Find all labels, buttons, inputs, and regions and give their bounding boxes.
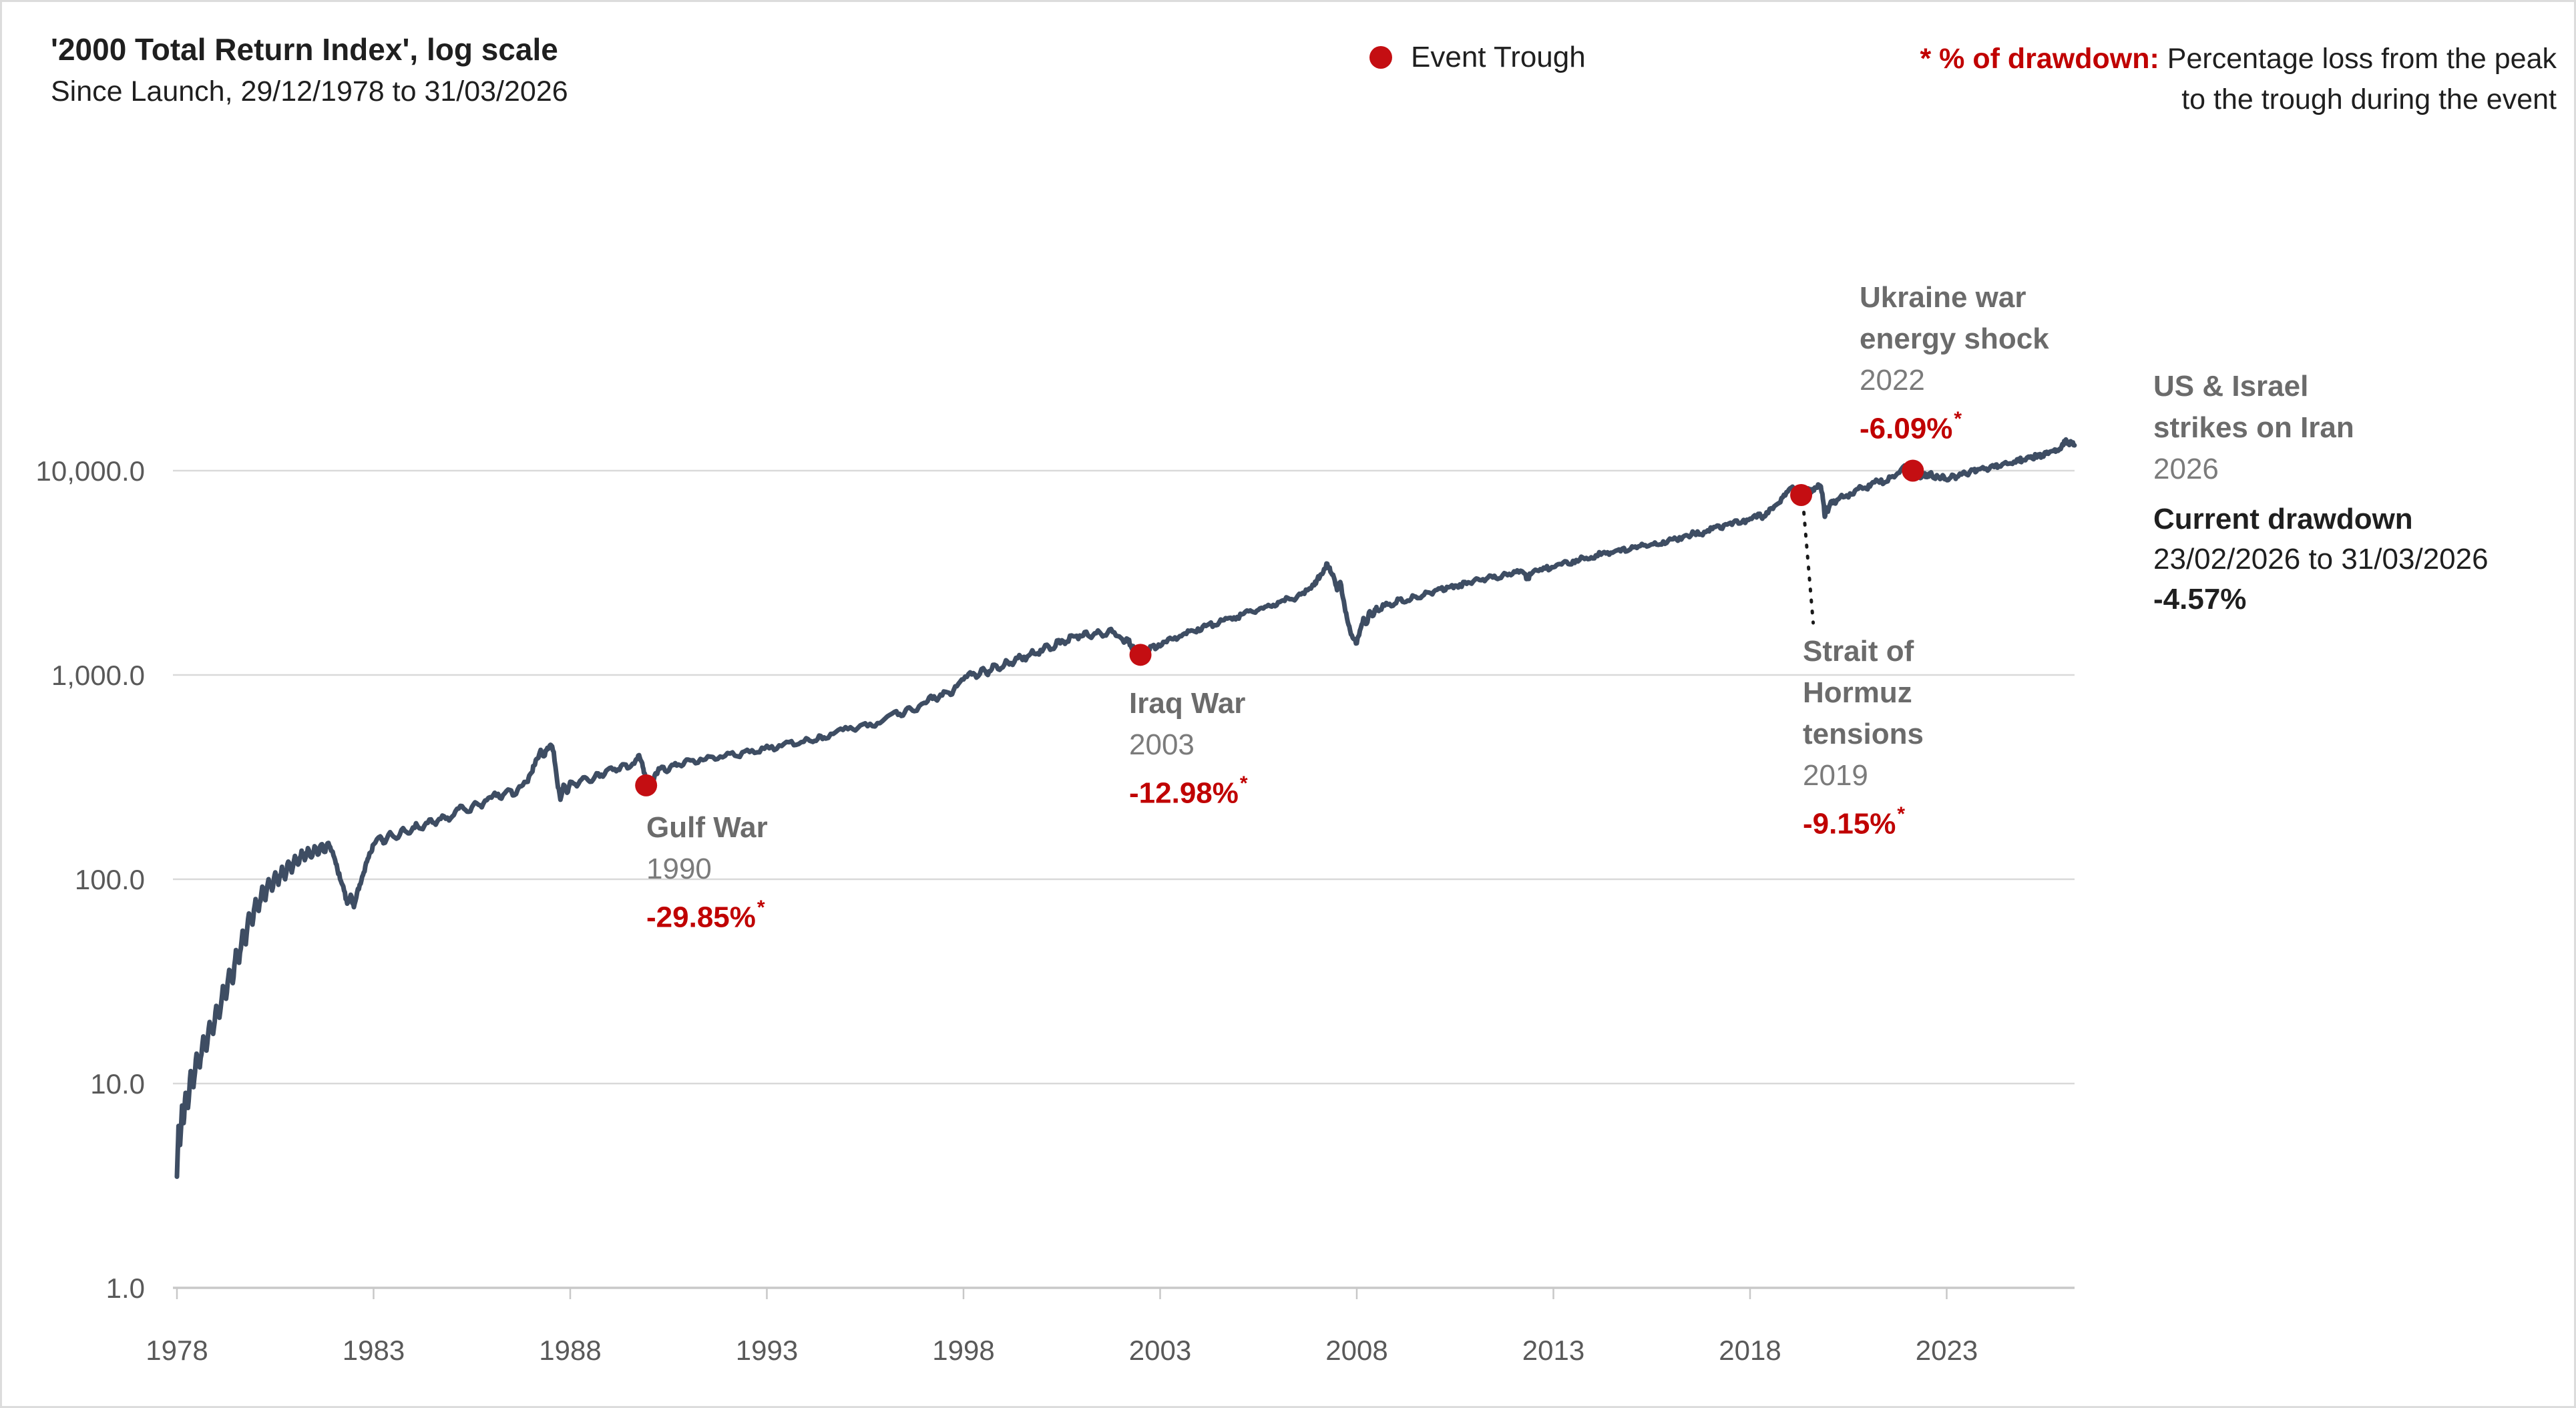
chart-subtitle: Since Launch, 29/12/1978 to 31/03/2026 (51, 75, 568, 107)
x-axis-label: 1988 (539, 1335, 601, 1366)
event-name: Iraq War (1129, 687, 1246, 720)
x-axis-label: 2013 (1522, 1335, 1584, 1366)
footnote-definition-1: Percentage loss from the peak (2167, 43, 2557, 75)
event-drawdown: -6.09%* (1860, 408, 1962, 445)
event-year: 1990 (646, 853, 712, 885)
current-drawdown-block: Current drawdown 23/02/2026 to 31/03/202… (2153, 499, 2489, 620)
leader-dotted-line (1802, 510, 1815, 625)
event-trough-marker (1129, 644, 1152, 666)
event-name: strikes on Iran (2153, 411, 2354, 444)
current-drawdown-period: 23/02/2026 to 31/03/2026 (2153, 543, 2489, 575)
current-drawdown-title: Current drawdown (2153, 503, 2413, 535)
footnote-definition-2: to the trough during the event (2181, 83, 2557, 115)
event-trough-marker (1790, 483, 1813, 506)
annotation-strait-of-hormuz: Strait of Hormuz tensions 2019 -9.15%* (1803, 631, 1924, 845)
footnote-star: * (1954, 408, 1962, 430)
x-axis-label: 1998 (932, 1335, 994, 1366)
event-year: 2026 (2153, 453, 2219, 485)
footnote-line1: * % of drawdown: Percentage loss from th… (1920, 39, 2557, 79)
footnote-term: * % of drawdown: (1920, 43, 2159, 75)
event-year: 2003 (1129, 728, 1195, 761)
x-axis-label: 2008 (1325, 1335, 1387, 1366)
x-axis-label: 1993 (736, 1335, 798, 1366)
event-drawdown: -12.98%* (1129, 772, 1248, 810)
drawdown-footnote: * % of drawdown: Percentage loss from th… (1920, 39, 2557, 120)
event-name: Hormuz (1803, 676, 1912, 709)
event-name: Ukraine war (1860, 281, 2026, 314)
footnote-star: * (757, 897, 765, 919)
x-axis-label: 2023 (1916, 1335, 1978, 1366)
x-axis-label: 1978 (146, 1335, 208, 1366)
x-axis-label: 2003 (1129, 1335, 1191, 1366)
event-name: Strait of (1803, 635, 1914, 668)
current-drawdown-value: -4.57% (2153, 583, 2247, 616)
event-name: US & Israel (2153, 370, 2309, 403)
event-trough-marker (635, 774, 658, 796)
annotation-ukraine-war: Ukraine war energy shock 2022 -6.09%* (1860, 277, 2049, 450)
legend-label: Event Trough (1411, 41, 1586, 73)
event-drawdown: -29.85%* (646, 897, 765, 934)
y-axis-label: 1,000.0 (51, 660, 145, 691)
chart-header: '2000 Total Return Index', log scale Sin… (51, 29, 568, 113)
y-axis-label: 10,000.0 (36, 455, 146, 487)
event-name: energy shock (1860, 322, 2049, 355)
event-name: tensions (1803, 718, 1924, 750)
index-line (174, 437, 2077, 1179)
page-title: '2000 Total Return Index', log scale (51, 32, 558, 67)
event-trough-dot-icon (1369, 46, 1392, 69)
event-year: 2022 (1860, 364, 1925, 397)
footnote-star: * (1897, 803, 1906, 825)
event-name: Gulf War (646, 811, 768, 844)
y-axis-label: 1.0 (106, 1272, 145, 1304)
event-year: 2019 (1803, 759, 1868, 792)
y-axis-label: 100.0 (75, 864, 145, 895)
x-axis-label: 2018 (1719, 1335, 1781, 1366)
annotation-us-israel-iran: US & Israel strikes on Iran 2026 Current… (2153, 366, 2489, 620)
x-axis-label: 1983 (343, 1335, 405, 1366)
y-axis-label: 10.0 (90, 1068, 145, 1100)
annotation-gulf-war: Gulf War 1990 -29.85%* (646, 807, 768, 939)
footnote-star: * (1239, 772, 1248, 794)
event-drawdown: -9.15%* (1803, 803, 1906, 841)
event-trough-marker (1902, 459, 1924, 482)
legend: Event Trough (1369, 41, 1586, 74)
annotation-iraq-war: Iraq War 2003 -12.98%* (1129, 683, 1248, 814)
